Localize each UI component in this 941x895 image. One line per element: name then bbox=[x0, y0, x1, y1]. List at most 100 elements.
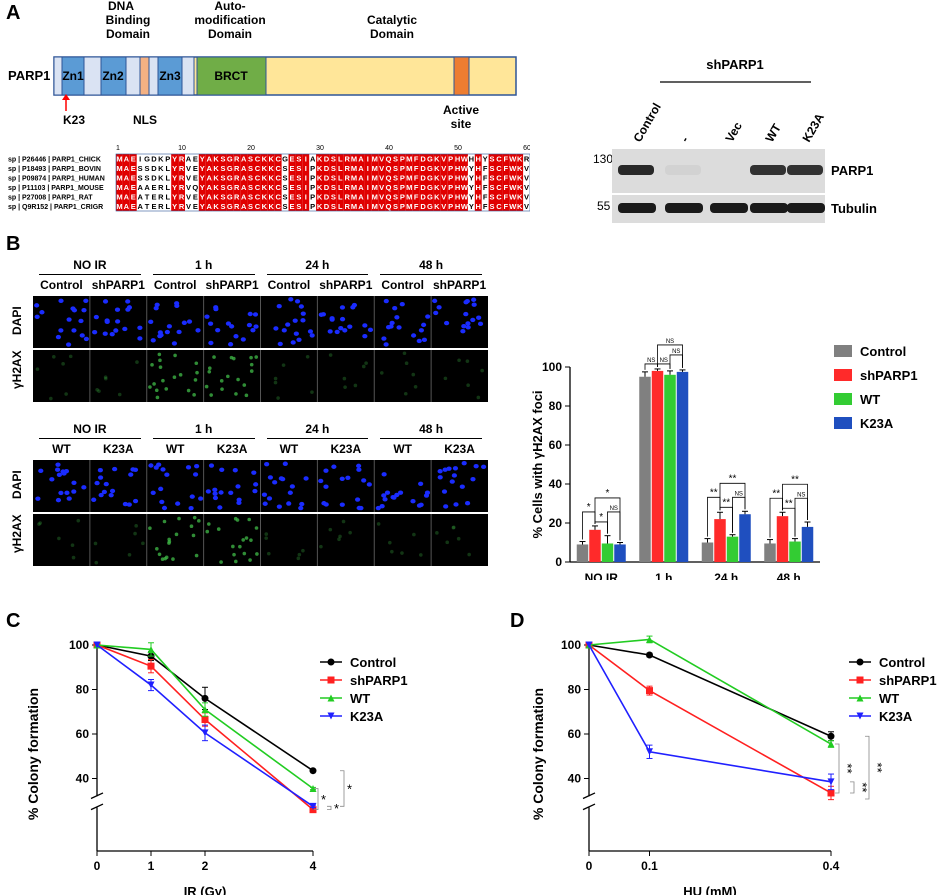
legend-label: shPARP1 bbox=[860, 368, 918, 383]
residue: E bbox=[131, 202, 136, 211]
residue: C bbox=[255, 164, 261, 173]
conserved-cell bbox=[350, 192, 358, 202]
conserved-cell bbox=[488, 173, 496, 183]
residue: W bbox=[509, 155, 517, 164]
condition-header: shPARP1 bbox=[319, 278, 373, 292]
conserved-cell bbox=[447, 163, 455, 173]
conserved-cell bbox=[226, 173, 234, 183]
residue: W bbox=[509, 174, 517, 183]
residue: S bbox=[248, 174, 253, 183]
nucleus bbox=[215, 327, 221, 333]
foci bbox=[194, 361, 199, 366]
nucleus bbox=[233, 334, 239, 339]
foci bbox=[133, 531, 137, 536]
significance-label: * bbox=[347, 782, 352, 797]
residue: A bbox=[137, 193, 143, 202]
timepoint-header: 24 h bbox=[305, 258, 330, 272]
residue: C bbox=[275, 202, 281, 211]
residue: S bbox=[393, 174, 398, 183]
nucleus bbox=[181, 320, 187, 325]
residue: R bbox=[344, 193, 350, 202]
k23-arrowhead bbox=[62, 94, 70, 100]
conserved-cell bbox=[288, 163, 296, 173]
residue: M bbox=[406, 183, 412, 192]
residue: D bbox=[420, 174, 426, 183]
tubulin-band-label: Tubulin bbox=[831, 201, 877, 216]
foci bbox=[76, 518, 81, 523]
y-tick-label: 100 bbox=[542, 360, 562, 374]
residue: C bbox=[275, 164, 281, 173]
foci bbox=[167, 541, 171, 545]
timepoint-underline bbox=[380, 438, 482, 439]
point-marker bbox=[827, 740, 835, 748]
bar bbox=[776, 516, 789, 562]
foci bbox=[97, 389, 101, 393]
residue: S bbox=[145, 164, 150, 173]
bar bbox=[614, 544, 626, 562]
conserved-cell bbox=[336, 201, 344, 211]
nucleus bbox=[253, 482, 259, 487]
residue: C bbox=[255, 183, 261, 192]
residue: A bbox=[124, 202, 130, 211]
residue: A bbox=[206, 174, 212, 183]
tubulin-band bbox=[665, 203, 703, 213]
alignment-row-id: sp | Q9R152 | PARP1_CRIGR bbox=[8, 204, 103, 211]
residue: Y bbox=[200, 174, 205, 183]
residue: M bbox=[116, 164, 122, 173]
foci bbox=[234, 392, 238, 396]
conserved-cell bbox=[405, 154, 413, 164]
conserved-cell bbox=[412, 182, 420, 192]
residue: F bbox=[414, 155, 419, 164]
conserved-cell bbox=[247, 192, 254, 202]
conserved-cell bbox=[516, 163, 524, 173]
conserved-cell bbox=[274, 163, 282, 173]
conserved-cell bbox=[454, 201, 461, 211]
residue: S bbox=[393, 202, 398, 211]
residue: R bbox=[234, 183, 240, 192]
nucleus bbox=[451, 473, 457, 478]
residue: M bbox=[116, 202, 122, 211]
nucleus bbox=[329, 317, 335, 322]
residue: W bbox=[461, 202, 469, 211]
nucleus bbox=[34, 314, 40, 319]
foci bbox=[412, 532, 416, 537]
residue: Y bbox=[469, 174, 474, 183]
foci bbox=[189, 524, 194, 529]
residue: S bbox=[296, 193, 301, 202]
nucleus bbox=[383, 342, 389, 347]
legend-label: WT bbox=[879, 691, 899, 706]
residue: E bbox=[151, 183, 156, 192]
conserved-cell bbox=[295, 173, 303, 183]
nucleus bbox=[157, 333, 163, 339]
nucleus bbox=[342, 328, 348, 333]
ruler-tick: 1 bbox=[116, 145, 120, 152]
residue: E bbox=[193, 202, 198, 211]
residue: E bbox=[289, 174, 294, 183]
residue: H bbox=[455, 193, 460, 202]
y-axis-title: % Cells with γH2AX foci bbox=[530, 390, 545, 538]
conserved-cell bbox=[454, 173, 461, 183]
residue: Y bbox=[172, 183, 177, 192]
nucleus bbox=[267, 475, 274, 480]
residue: D bbox=[151, 174, 157, 183]
conserved-cell bbox=[502, 182, 510, 192]
point-marker bbox=[93, 641, 101, 649]
conserved-cell bbox=[378, 173, 386, 183]
nucleus bbox=[424, 490, 431, 495]
significance-bracket bbox=[794, 497, 808, 537]
conserved-cell bbox=[488, 182, 496, 192]
nucleus bbox=[91, 497, 97, 502]
nucleus bbox=[137, 336, 143, 341]
foci bbox=[235, 518, 240, 522]
residue: V bbox=[379, 164, 384, 173]
point-marker bbox=[147, 681, 155, 689]
nucleus bbox=[55, 334, 62, 340]
conserved-cell bbox=[129, 163, 137, 173]
residue: V bbox=[441, 174, 446, 183]
condition-header: WT bbox=[393, 442, 413, 456]
foci bbox=[232, 552, 236, 557]
foci bbox=[178, 373, 183, 377]
residue: K bbox=[262, 164, 268, 173]
significance-label: ** bbox=[855, 782, 870, 792]
foci bbox=[364, 361, 368, 365]
